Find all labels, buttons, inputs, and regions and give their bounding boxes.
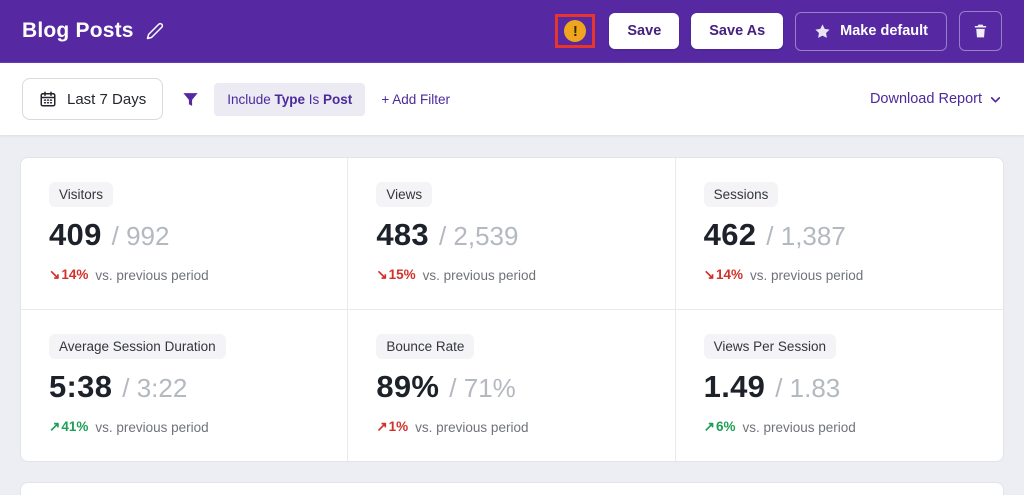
trend-up-arrow-icon: ↗: [49, 419, 61, 434]
stat-previous-value: / 1.83: [775, 373, 841, 403]
trend-percent: 41%: [61, 419, 89, 434]
stat-previous-value: / 2,539: [438, 221, 519, 251]
stats-grid: Visitors 409 / 992 ↘14% vs. previous per…: [20, 157, 1004, 462]
filter-chip-type-is-post[interactable]: Include Type Is Post: [214, 82, 366, 116]
trend-down-arrow-icon: ↘: [703, 267, 715, 282]
stat-card-sessions: Sessions 462 / 1,387 ↘14% vs. previous p…: [675, 158, 1003, 310]
stat-value: 409: [49, 217, 102, 252]
main-content: Visitors 409 / 992 ↘14% vs. previous per…: [0, 135, 1024, 495]
trend-indicator: ↗41%: [49, 419, 88, 435]
trend-percent: 6%: [715, 419, 736, 434]
filter-funnel-icon[interactable]: [181, 90, 200, 109]
stat-value: 1.49: [703, 369, 766, 404]
trend-percent: 14%: [61, 267, 89, 282]
trend-down-arrow-icon: ↘: [376, 267, 388, 282]
trend-caption: vs. previous period: [742, 419, 856, 435]
calendar-icon: [39, 90, 57, 108]
alert-icon[interactable]: !: [564, 20, 587, 42]
make-default-label: Make default: [840, 23, 928, 39]
stat-card-bounce-rate: Bounce Rate 89% / 71% ↗1% vs. previous p…: [348, 310, 676, 461]
stat-card-visitors: Visitors 409 / 992 ↘14% vs. previous per…: [21, 158, 349, 310]
trend-indicator: ↘14%: [49, 267, 88, 283]
stat-label: Average Session Duration: [49, 334, 226, 359]
date-range-button[interactable]: Last 7 Days: [22, 78, 164, 120]
stat-label: Visitors: [49, 182, 114, 207]
edit-pencil-icon[interactable]: [146, 22, 164, 40]
save-button[interactable]: Save: [609, 13, 680, 49]
trend-caption: vs. previous period: [95, 267, 209, 283]
trend-caption: vs. previous period: [415, 419, 529, 435]
filter-chip-operator: Is: [305, 91, 324, 107]
filter-toolbar: Last 7 Days Include Type Is Post + Add F…: [0, 63, 1024, 135]
trend-indicator: ↗6%: [704, 419, 736, 435]
stat-value: 5:38: [49, 369, 113, 404]
header-title-group: Blog Posts: [22, 19, 164, 43]
app-header: Blog Posts ! Save Save As Make default: [0, 0, 1024, 63]
trend-up-arrow-icon: ↗: [703, 419, 715, 434]
stat-label: Views: [376, 182, 433, 207]
trend-indicator: ↗1%: [376, 419, 408, 435]
trend-up-arrow-icon: ↗: [376, 419, 388, 434]
trend-caption: vs. previous period: [750, 267, 864, 283]
stat-label: Views Per Session: [703, 334, 836, 359]
trend-indicator: ↘15%: [376, 267, 415, 283]
stat-label: Bounce Rate: [376, 334, 475, 359]
trend-percent: 14%: [715, 267, 743, 282]
trend-percent: 15%: [388, 267, 416, 282]
filter-chip-value: Post: [323, 91, 353, 107]
stat-previous-value: / 1,387: [766, 221, 846, 251]
delete-report-button[interactable]: [959, 11, 1002, 51]
header-actions: ! Save Save As Make default: [555, 11, 1002, 51]
filter-chip-field: Type: [274, 91, 306, 107]
trash-icon: [972, 22, 989, 40]
chevron-down-icon: [989, 93, 1002, 106]
stat-previous-value: / 3:22: [122, 373, 188, 403]
stat-value: 462: [703, 217, 757, 252]
download-report-label: Download Report: [869, 91, 982, 107]
stat-previous-value: / 71%: [449, 373, 516, 403]
stat-card-views: Views 483 / 2,539 ↘15% vs. previous peri…: [348, 158, 676, 310]
page-title: Blog Posts: [22, 19, 134, 42]
stat-value: 483: [376, 217, 429, 252]
trend-indicator: ↘14%: [704, 267, 743, 283]
annotation-highlight-box: !: [555, 14, 596, 48]
chart-section: Last 7 Days Visitors Views Sessions Dail…: [20, 482, 1004, 495]
filter-chip-prefix: Include: [227, 91, 275, 107]
trend-caption: vs. previous period: [95, 419, 209, 435]
trend-down-arrow-icon: ↘: [49, 267, 61, 282]
download-report-dropdown[interactable]: Download Report: [870, 91, 1002, 107]
stat-value: 89%: [376, 369, 440, 404]
stat-previous-value: / 992: [111, 221, 170, 251]
trend-caption: vs. previous period: [422, 267, 536, 283]
stat-label: Sessions: [703, 182, 779, 207]
save-as-button[interactable]: Save As: [691, 13, 784, 49]
stat-card-average-session-duration: Average Session Duration 5:38 / 3:22 ↗41…: [21, 310, 349, 461]
trend-percent: 1%: [388, 419, 409, 434]
make-default-button[interactable]: Make default: [795, 11, 947, 51]
stat-card-views-per-session: Views Per Session 1.49 / 1.83 ↗6% vs. pr…: [676, 310, 1003, 461]
star-icon: [814, 23, 831, 40]
add-filter-link[interactable]: + Add Filter: [381, 91, 450, 107]
date-range-label: Last 7 Days: [67, 90, 147, 108]
